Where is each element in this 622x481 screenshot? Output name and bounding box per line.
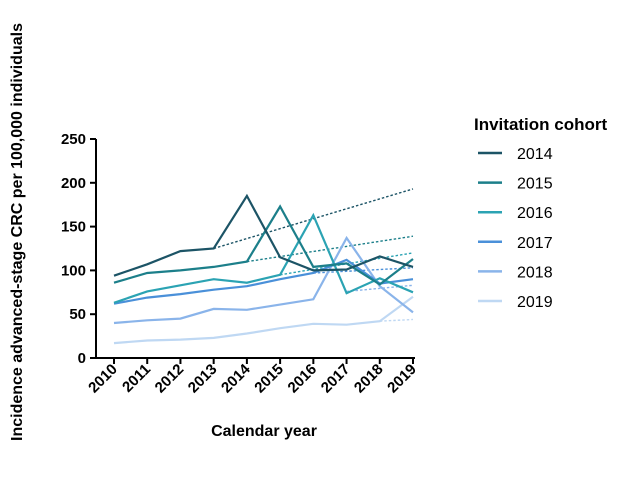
series-line-2018 — [113, 235, 414, 325]
y-tick-label: 200 — [61, 175, 86, 192]
y-tick-label: 50 — [69, 306, 86, 323]
legend-item-2016: 2016 — [478, 205, 553, 222]
legend-label: 2018 — [517, 264, 553, 281]
x-tick-label: 2019 — [384, 361, 420, 397]
legend-label: 2016 — [517, 205, 553, 222]
y-axis-title: Incidence advanced-stage CRC per 100,000… — [9, 23, 26, 441]
x-tick-label: 2013 — [185, 361, 221, 397]
trend-line-2014 — [213, 188, 414, 250]
trend-lines — [213, 188, 414, 322]
series-line-2014 — [113, 193, 414, 277]
legend-label: 2014 — [517, 146, 553, 163]
x-tick-label: 2017 — [318, 361, 354, 397]
legend-item-2019: 2019 — [478, 294, 553, 311]
legend-item-2018: 2018 — [478, 264, 553, 281]
x-tick-label: 2014 — [218, 360, 254, 396]
x-tick-label: 2011 — [119, 361, 154, 396]
series-lines — [113, 193, 414, 345]
series-line-2016 — [113, 212, 414, 304]
legend-label: 2015 — [517, 176, 553, 193]
y-tick-label: 100 — [61, 262, 86, 279]
x-axis-title: Calendar year — [211, 423, 317, 440]
x-tick-label: 2012 — [152, 361, 188, 397]
x-tick-label: 2010 — [85, 361, 121, 397]
y-tick-label: 150 — [61, 219, 86, 236]
legend-label: 2017 — [517, 235, 553, 252]
trend-line-2015 — [246, 235, 414, 263]
y-axis-ticks: 0 50 100 150 200 250 — [61, 131, 96, 367]
legend-title: Invitation cohort — [474, 115, 608, 134]
series-line-2019 — [113, 295, 414, 345]
y-tick-label: 0 — [78, 350, 86, 367]
legend-item-2015: 2015 — [478, 176, 553, 193]
legend-item-2014: 2014 — [478, 146, 553, 163]
x-tick-label: 2016 — [285, 361, 321, 397]
legend-item-2017: 2017 — [478, 235, 553, 252]
x-tick-label: 2018 — [351, 361, 387, 397]
trend-line-2019 — [379, 318, 414, 322]
legend-label: 2019 — [517, 294, 553, 311]
legend: Invitation cohort 2014201520162017201820… — [474, 115, 608, 311]
legend-items: 2014 2015 2016 2017 2018 2019 — [478, 146, 553, 311]
plot-area — [113, 188, 414, 345]
x-tick-label: 2015 — [251, 361, 287, 397]
series-line-2015 — [113, 204, 414, 286]
y-tick-label: 250 — [61, 131, 86, 148]
trend-line-2018 — [346, 284, 414, 293]
series-line-2017 — [113, 258, 414, 305]
